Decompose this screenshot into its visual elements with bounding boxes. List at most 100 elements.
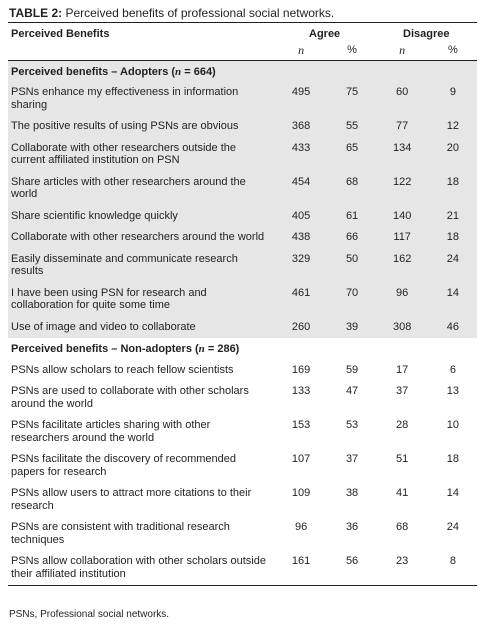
table-caption-text: Perceived benefits of professional socia… <box>62 6 335 20</box>
disagree-n-cell: 17 <box>396 363 409 376</box>
table-row: PSNs facilitate articles sharing with ot… <box>8 415 477 449</box>
table-row: Collaborate with other researchers outsi… <box>8 137 477 172</box>
agree-n-cell: 109 <box>291 487 311 499</box>
agree-pct-cell: 36 <box>345 521 359 533</box>
agree-n-cell: 405 <box>273 205 329 227</box>
agree-pct-cell: 47 <box>345 385 359 397</box>
col-header-blank <box>8 43 274 61</box>
table-row: PSNs allow scholars to reach fellow scie… <box>8 360 477 382</box>
disagree-pct-cell: 18 <box>446 453 460 465</box>
benefit-label: PSNs are used to collaborate with other … <box>11 385 249 410</box>
disagree-n-cell: 96 <box>375 282 429 317</box>
disagree-n-cell: 51 <box>396 453 409 465</box>
disagree-n-cell: 28 <box>396 419 409 431</box>
disagree-pct-cell: 21 <box>428 205 477 227</box>
disagree-n-cell: 77 <box>375 116 429 138</box>
agree-pct-cell: 39 <box>328 316 376 338</box>
agree-pct-cell: 56 <box>328 551 376 586</box>
disagree-pct-cell: 24 <box>428 248 477 283</box>
benefit-label: I have been using PSN for research and c… <box>8 282 274 317</box>
disagree-n-cell: 140 <box>375 205 429 227</box>
agree-n-cell: 153 <box>291 419 311 431</box>
header-row-subcolumns: n % n % <box>8 43 477 61</box>
section-title-n: n <box>175 65 182 78</box>
benefit-label: The positive results of using PSNs are o… <box>8 116 274 138</box>
benefit-label: Collaborate with other researchers aroun… <box>8 227 274 249</box>
agree-n-cell: 107 <box>291 453 311 465</box>
disagree-pct-cell: 18 <box>428 227 477 249</box>
benefit-label: PSNs enhance my effectiveness in informa… <box>8 82 274 116</box>
benefit-label: Easily disseminate and communicate resea… <box>8 248 274 283</box>
disagree-pct-cell: 46 <box>428 316 477 338</box>
agree-n-cell: 329 <box>273 248 329 283</box>
col-header-agree: Agree <box>309 28 341 40</box>
section-title: Perceived benefits – Non-adopters (n = 2… <box>8 338 477 360</box>
col-header-perceived-benefits: Perceived Benefits <box>11 28 110 40</box>
agree-n-cell: 368 <box>273 116 329 138</box>
disagree-pct-cell: 8 <box>428 551 477 586</box>
agree-n-cell: 438 <box>273 227 329 249</box>
benefit-label: PSNs facilitate articles sharing with ot… <box>11 419 211 444</box>
agree-pct-cell: 50 <box>328 248 376 283</box>
agree-n-cell: 454 <box>273 171 329 206</box>
agree-n-cell: 161 <box>273 551 329 586</box>
benefit-label: PSNs allow users to attract more citatio… <box>11 487 252 512</box>
disagree-pct-cell: 18 <box>428 171 477 206</box>
table-row: Collaborate with other researchers aroun… <box>8 227 477 249</box>
disagree-n-cell: 37 <box>396 385 409 397</box>
table-row: Use of image and video to collaborate 260… <box>8 316 477 338</box>
benefit-label: PSNs facilitate the discovery of recomme… <box>11 453 236 478</box>
table-row: Share scientific knowledge quickly 405 61 1… <box>8 205 477 227</box>
agree-pct-cell: 55 <box>328 116 376 138</box>
benefit-label: PSNs are consistent with traditional res… <box>11 521 230 546</box>
agree-pct-cell: 37 <box>345 453 359 465</box>
agree-pct-cell: 59 <box>345 363 359 376</box>
section-title-suffix: = 286) <box>204 343 240 355</box>
table-row: PSNs are consistent with traditional res… <box>8 517 477 551</box>
table-row: I have been using PSN for research and c… <box>8 282 477 317</box>
disagree-pct-cell: 24 <box>446 521 460 533</box>
benefits-table: Perceived Benefits Agree Disagree n % n … <box>8 22 477 586</box>
header-row-groups: Perceived Benefits Agree Disagree <box>8 22 477 44</box>
disagree-pct-cell: 6 <box>449 363 456 376</box>
agree-pct-cell: 65 <box>328 137 376 172</box>
disagree-n-cell: 68 <box>396 521 409 533</box>
agree-pct-cell: 75 <box>328 82 376 116</box>
section-header-row: Perceived benefits – Adopters (n = 664) <box>8 60 477 82</box>
disagree-n-cell: 122 <box>375 171 429 206</box>
col-header-disagree: Disagree <box>403 28 450 40</box>
disagree-pct-cell: 12 <box>428 116 477 138</box>
section-header-row: Perceived benefits – Non-adopters (n = 2… <box>8 338 477 360</box>
col-header-agree-pct: % <box>328 43 376 61</box>
agree-pct-cell: 53 <box>345 419 359 431</box>
section-title-prefix: Perceived benefits – Non-adopters ( <box>11 343 199 355</box>
col-header-disagree-pct: % <box>428 43 477 61</box>
benefit-label: Share articles with other researchers ar… <box>8 171 274 206</box>
table-row: PSNs are used to collaborate with other … <box>8 381 477 415</box>
agree-n-cell: 96 <box>294 521 308 533</box>
benefit-label: PSNs allow collaboration with other scho… <box>8 551 274 586</box>
disagree-pct-cell: 13 <box>446 385 460 397</box>
agree-n-cell: 133 <box>291 385 311 397</box>
col-header-disagree-n: n <box>375 43 429 61</box>
benefit-label: Share scientific knowledge quickly <box>8 205 274 227</box>
disagree-pct-cell: 20 <box>428 137 477 172</box>
table-row: Share articles with other researchers ar… <box>8 171 477 206</box>
agree-pct-cell: 70 <box>328 282 376 317</box>
disagree-pct-cell: 14 <box>428 282 477 317</box>
table-row: PSNs facilitate the discovery of recomme… <box>8 449 477 483</box>
section-title-n: n <box>198 343 205 355</box>
col-header-agree-n: n <box>273 43 329 61</box>
table-row: PSNs allow users to attract more citatio… <box>8 483 477 517</box>
table-row: PSNs allow collaboration with other scho… <box>8 551 477 586</box>
table-row: PSNs enhance my effectiveness in informa… <box>8 82 477 116</box>
section-title-suffix: = 664) <box>181 65 216 78</box>
disagree-pct-cell: 10 <box>446 419 460 431</box>
disagree-n-cell: 23 <box>375 551 429 586</box>
disagree-n-cell: 60 <box>375 82 429 116</box>
agree-pct-cell: 38 <box>345 487 359 499</box>
agree-n-cell: 260 <box>273 316 329 338</box>
agree-n-cell: 169 <box>291 363 311 376</box>
table-caption-label: TABLE 2: <box>9 6 63 20</box>
